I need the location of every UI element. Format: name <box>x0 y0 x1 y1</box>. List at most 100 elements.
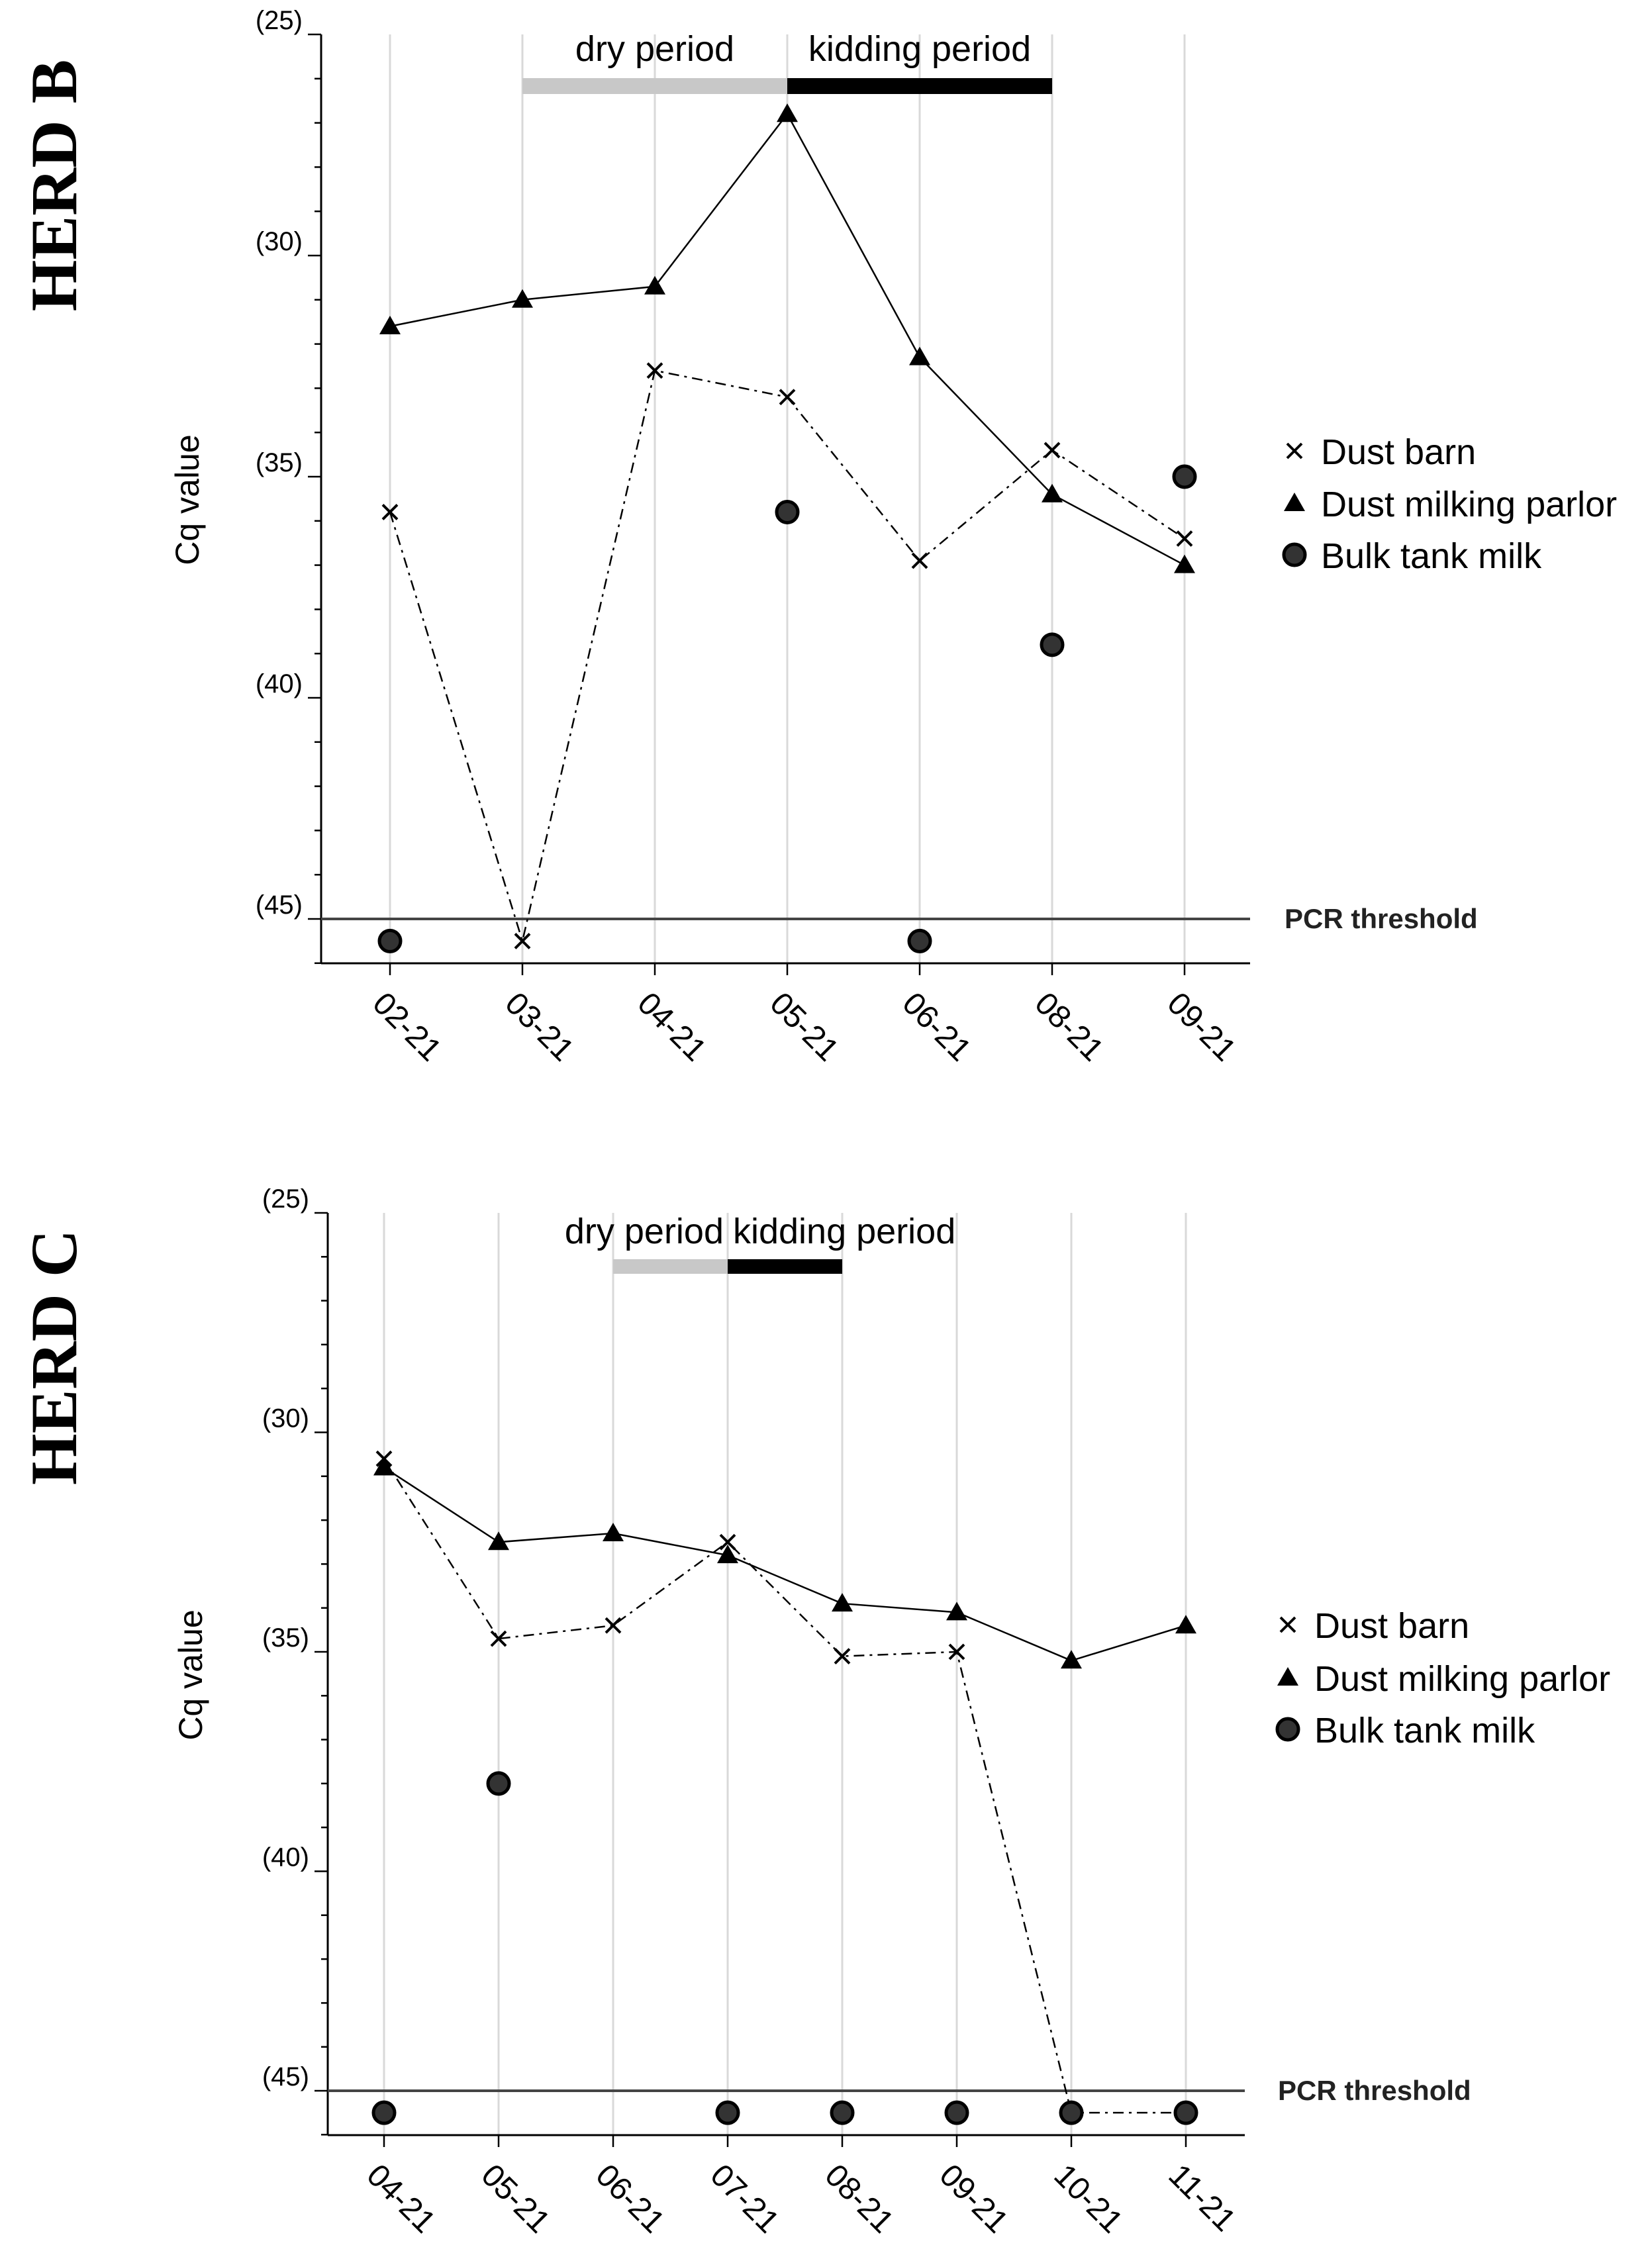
x-tick-label: 03-21 <box>498 986 580 1068</box>
marker-triangle <box>373 1457 395 1476</box>
marker-circle <box>1172 464 1197 489</box>
marker-circle <box>1275 1717 1300 1742</box>
marker-x-stroke <box>605 1617 622 1634</box>
marker-x-stroke <box>490 1630 507 1647</box>
herd-title: HERD B <box>17 60 91 312</box>
legend-label: Dust milking parlor <box>1321 485 1617 524</box>
y-tick-label: (25) <box>256 6 303 35</box>
y-tick-label: (40) <box>256 669 303 698</box>
period-label: kidding period <box>733 1212 955 1251</box>
marker-circle <box>715 2100 740 2125</box>
y-axis-title: Cq value <box>169 434 206 565</box>
marker-x <box>1176 530 1193 547</box>
legend-label: Bulk tank milk <box>1314 1711 1535 1750</box>
x-tick-label: 09-21 <box>1160 986 1242 1068</box>
marker-triangle <box>1175 1615 1196 1634</box>
marker-x-stroke <box>719 1533 736 1551</box>
marker-circle <box>1040 632 1065 657</box>
legend-label: Dust barn <box>1314 1606 1469 1646</box>
y-tick-label: (30) <box>256 227 303 256</box>
period-label: dry period <box>575 29 734 69</box>
marker-triangle <box>1174 554 1195 573</box>
marker-x-stroke <box>911 552 928 569</box>
marker-triangle <box>644 275 665 295</box>
series-line <box>383 1458 1186 2114</box>
marker-triangle <box>717 1545 738 1564</box>
pcr-threshold-label: PCR threshold <box>1278 2075 1471 2106</box>
period-bar-kidding <box>787 78 1052 94</box>
marker-x <box>834 1648 851 1665</box>
marker-circle <box>1059 2100 1084 2125</box>
marker-x <box>381 504 399 520</box>
marker-x <box>605 1617 622 1634</box>
y-tick-label: (25) <box>262 1184 309 1214</box>
marker-x <box>779 389 796 406</box>
marker-x <box>646 362 663 379</box>
marker-triangle <box>488 1531 509 1551</box>
legend-label: Dust barn <box>1321 432 1476 472</box>
marker-triangle <box>1042 483 1063 502</box>
period-label: kidding period <box>808 29 1031 69</box>
marker-triangle <box>1277 1667 1298 1686</box>
period-bar-dry <box>522 78 787 94</box>
chart-herd-c: HERD C Cq value (25) (30) (35) (40) (45) 04-21 0… <box>17 1184 1610 2240</box>
marker-x-stroke <box>834 1648 851 1665</box>
marker-x <box>514 932 531 949</box>
y-tick-label: (30) <box>262 1404 309 1433</box>
marker-x <box>948 1643 965 1660</box>
x-tick-label: 06-21 <box>589 2158 671 2240</box>
marker-x-stroke <box>948 1643 965 1660</box>
x-tick-label: 08-21 <box>1028 986 1110 1068</box>
series-dust-milking-parlor <box>379 103 1195 573</box>
series-bulk-tank-milk <box>377 464 1197 953</box>
x-tick-label: 08-21 <box>818 2158 900 2240</box>
marker-triangle <box>1061 1650 1082 1669</box>
marker-x-stroke <box>1044 442 1061 459</box>
marker-x <box>911 552 928 569</box>
x-tick-label: 07-21 <box>703 2158 785 2240</box>
legend: Dust barn Dust milking parlor Bulk tank mi… <box>1275 1606 1610 1750</box>
chart-herd-b: HERD B Cq value (25) (30) (35) (40) (45) 02-21 0… <box>17 6 1617 1068</box>
marker-circle <box>371 2100 397 2125</box>
series-line <box>383 1466 1187 1662</box>
marker-circle <box>377 928 403 953</box>
marker-x-stroke <box>1279 1616 1296 1633</box>
marker-circle <box>1282 542 1307 567</box>
marker-x-stroke <box>1286 442 1303 459</box>
marker-x-stroke <box>381 504 399 520</box>
marker-circle <box>1173 2100 1198 2125</box>
marker-triangle <box>1284 493 1305 511</box>
series-bulk-tank-milk <box>371 1771 1198 2125</box>
marker-circle <box>944 2100 969 2125</box>
legend-label: Dust milking parlor <box>1314 1659 1610 1699</box>
x-tick-label: 06-21 <box>895 986 977 1068</box>
x-tick-label: 10-21 <box>1047 2158 1129 2240</box>
period-label: dry period <box>565 1212 724 1251</box>
marker-circle <box>830 2100 855 2125</box>
x-tick-label: 05-21 <box>474 2158 556 2240</box>
marker-circle <box>775 499 800 524</box>
marker-x <box>1286 442 1303 459</box>
x-tick-label: 04-21 <box>630 986 712 1068</box>
marker-triangle <box>603 1522 624 1541</box>
marker-x <box>490 1630 507 1647</box>
period-bar-dry <box>613 1259 728 1274</box>
marker-triangle <box>777 103 798 122</box>
x-tick-label: 04-21 <box>360 2158 442 2240</box>
series-dust-milking-parlor <box>373 1457 1196 1669</box>
marker-triangle <box>946 1602 967 1621</box>
series-dust-barn <box>381 362 1193 949</box>
y-tick-label: (35) <box>262 1623 309 1652</box>
marker-triangle <box>512 289 533 308</box>
legend: Dust barn Dust milking parlor Bulk tank mi… <box>1282 432 1617 576</box>
marker-x-stroke <box>1176 530 1193 547</box>
marker-triangle <box>832 1593 853 1612</box>
x-tick-label: 09-21 <box>932 2158 1014 2240</box>
marker-x-stroke <box>646 362 663 379</box>
y-tick-label: (40) <box>262 1843 309 1872</box>
x-tick-label: 05-21 <box>763 986 845 1068</box>
marker-circle <box>486 1771 511 1796</box>
x-tick-label: 11-21 <box>1161 2158 1242 2238</box>
y-tick-label: (45) <box>262 2062 309 2091</box>
herd-title: HERD C <box>17 1229 91 1485</box>
